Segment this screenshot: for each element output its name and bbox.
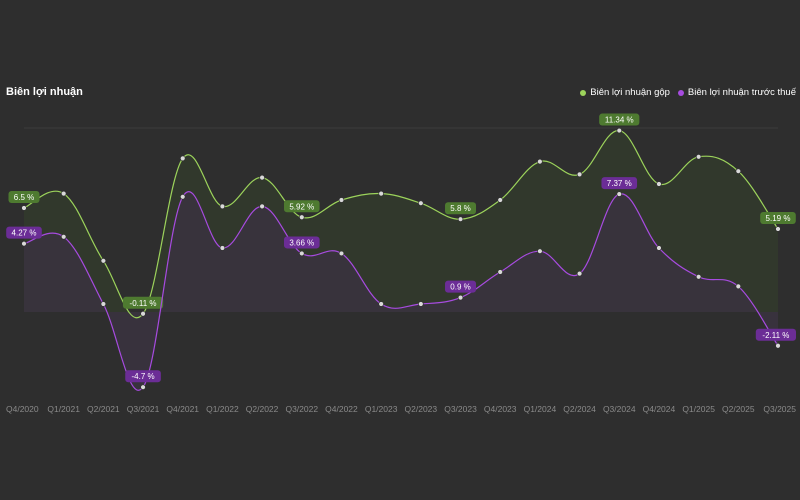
data-label-bg-pretax <box>601 177 638 190</box>
data-label-bg-gross <box>599 113 640 126</box>
point-pretax <box>21 240 27 247</box>
point-pretax <box>695 274 702 280</box>
legend: Biên lợi nhuận gộp Biên lợi nhuận trước … <box>580 87 796 98</box>
data-label-bg-pretax <box>125 370 161 383</box>
x-tick-label: Q1/2022 <box>206 404 239 414</box>
data-label-pretax: 7.37 % <box>607 179 632 188</box>
point-gross <box>616 127 622 134</box>
point-gross <box>378 190 384 197</box>
data-label-pretax: 4.27 % <box>12 229 37 238</box>
point-gross <box>576 171 583 178</box>
legend-item-gross[interactable]: Biên lợi nhuận gộp <box>580 87 670 98</box>
x-tick-label: Q4/2022 <box>325 404 358 414</box>
area-pretax <box>24 191 778 391</box>
data-label-bg-pretax <box>445 280 477 293</box>
x-tick-label: Q3/2023 <box>444 404 477 414</box>
x-tick-label: Q4/2023 <box>484 404 517 414</box>
point-gross <box>775 226 781 232</box>
data-label-gross: 5.8 % <box>450 204 470 213</box>
point-pretax <box>180 194 186 200</box>
legend-label-gross: Biên lợi nhuận gộp <box>590 87 670 98</box>
x-tick-label: Q2/2022 <box>246 404 279 414</box>
data-label-gross: 6.5 % <box>14 193 34 202</box>
data-label-bg-pretax <box>755 328 796 341</box>
point-pretax <box>775 343 781 349</box>
data-label-gross: 11.34 % <box>605 116 634 125</box>
point-gross <box>497 197 503 203</box>
point-gross <box>140 311 146 317</box>
x-tick-label: Q4/2024 <box>643 404 676 414</box>
data-label-bg-gross <box>445 202 477 215</box>
point-gross <box>100 258 107 264</box>
point-gross <box>656 181 662 187</box>
point-gross <box>338 197 345 203</box>
data-label-bg-pretax <box>283 236 320 249</box>
point-gross <box>259 174 265 181</box>
point-gross <box>299 214 305 220</box>
x-tick-label: Q3/2025 <box>763 404 796 414</box>
data-label-bg-gross <box>760 211 796 224</box>
point-gross <box>695 154 702 160</box>
data-label-bg-gross <box>122 296 164 309</box>
point-pretax <box>299 250 305 257</box>
data-label-pretax: 3.66 % <box>289 238 314 247</box>
point-pretax <box>497 269 503 275</box>
point-gross <box>21 205 27 211</box>
point-gross <box>735 168 742 174</box>
point-gross <box>457 216 464 222</box>
point-gross <box>418 200 424 206</box>
x-tick-label: Q2/2021 <box>87 404 120 414</box>
point-pretax <box>537 248 543 254</box>
point-gross <box>219 203 226 210</box>
data-label-gross: 5.92 % <box>289 202 314 211</box>
data-label-pretax: -4.7 % <box>131 372 154 381</box>
data-label-pretax: 0.9 % <box>450 283 470 292</box>
point-gross <box>60 190 67 197</box>
x-tick-label: Q1/2021 <box>47 404 80 414</box>
point-pretax <box>735 283 742 290</box>
chart-title: Biên lợi nhuận <box>6 86 83 98</box>
x-tick-label: Q2/2023 <box>405 404 438 414</box>
legend-label-pretax: Biên lợi nhuận trước thuế <box>687 87 796 98</box>
point-pretax <box>378 301 384 307</box>
x-tick-label: Q3/2022 <box>285 404 318 414</box>
point-gross <box>537 158 543 165</box>
point-pretax <box>259 203 265 210</box>
legend-item-pretax[interactable]: Biên lợi nhuận trước thuế <box>677 87 796 98</box>
data-label-pretax: -2.11 % <box>762 331 789 340</box>
point-pretax <box>656 245 662 251</box>
point-pretax <box>60 234 67 240</box>
legend-dot-gross <box>580 89 587 96</box>
data-label-bg-gross <box>8 191 40 203</box>
point-gross <box>180 155 186 162</box>
x-tick-label: Q3/2024 <box>603 404 636 414</box>
x-tick-label: Q4/2021 <box>166 404 199 414</box>
legend-dot-pretax <box>677 89 684 96</box>
data-label-bg-gross <box>283 200 320 213</box>
point-pretax <box>338 250 345 257</box>
point-pretax <box>576 270 583 277</box>
point-pretax <box>418 301 424 307</box>
x-tick-label: Q3/2021 <box>127 404 160 414</box>
point-pretax <box>616 191 622 197</box>
x-tick-label: Q1/2023 <box>365 404 398 414</box>
point-pretax <box>457 294 464 301</box>
x-tick-label: Q1/2025 <box>682 404 715 414</box>
x-tick-label: Q1/2024 <box>524 404 557 414</box>
point-pretax <box>140 384 146 390</box>
data-label-gross: -0.11 % <box>130 299 157 308</box>
point-pretax <box>100 301 107 307</box>
x-tick-label: Q4/2020 <box>6 404 39 414</box>
x-tick-label: Q2/2024 <box>563 404 596 414</box>
x-tick-label: Q2/2025 <box>722 404 755 414</box>
data-label-bg-pretax <box>6 226 42 239</box>
data-label-gross: 5.19 % <box>766 214 791 223</box>
point-pretax <box>219 245 226 251</box>
